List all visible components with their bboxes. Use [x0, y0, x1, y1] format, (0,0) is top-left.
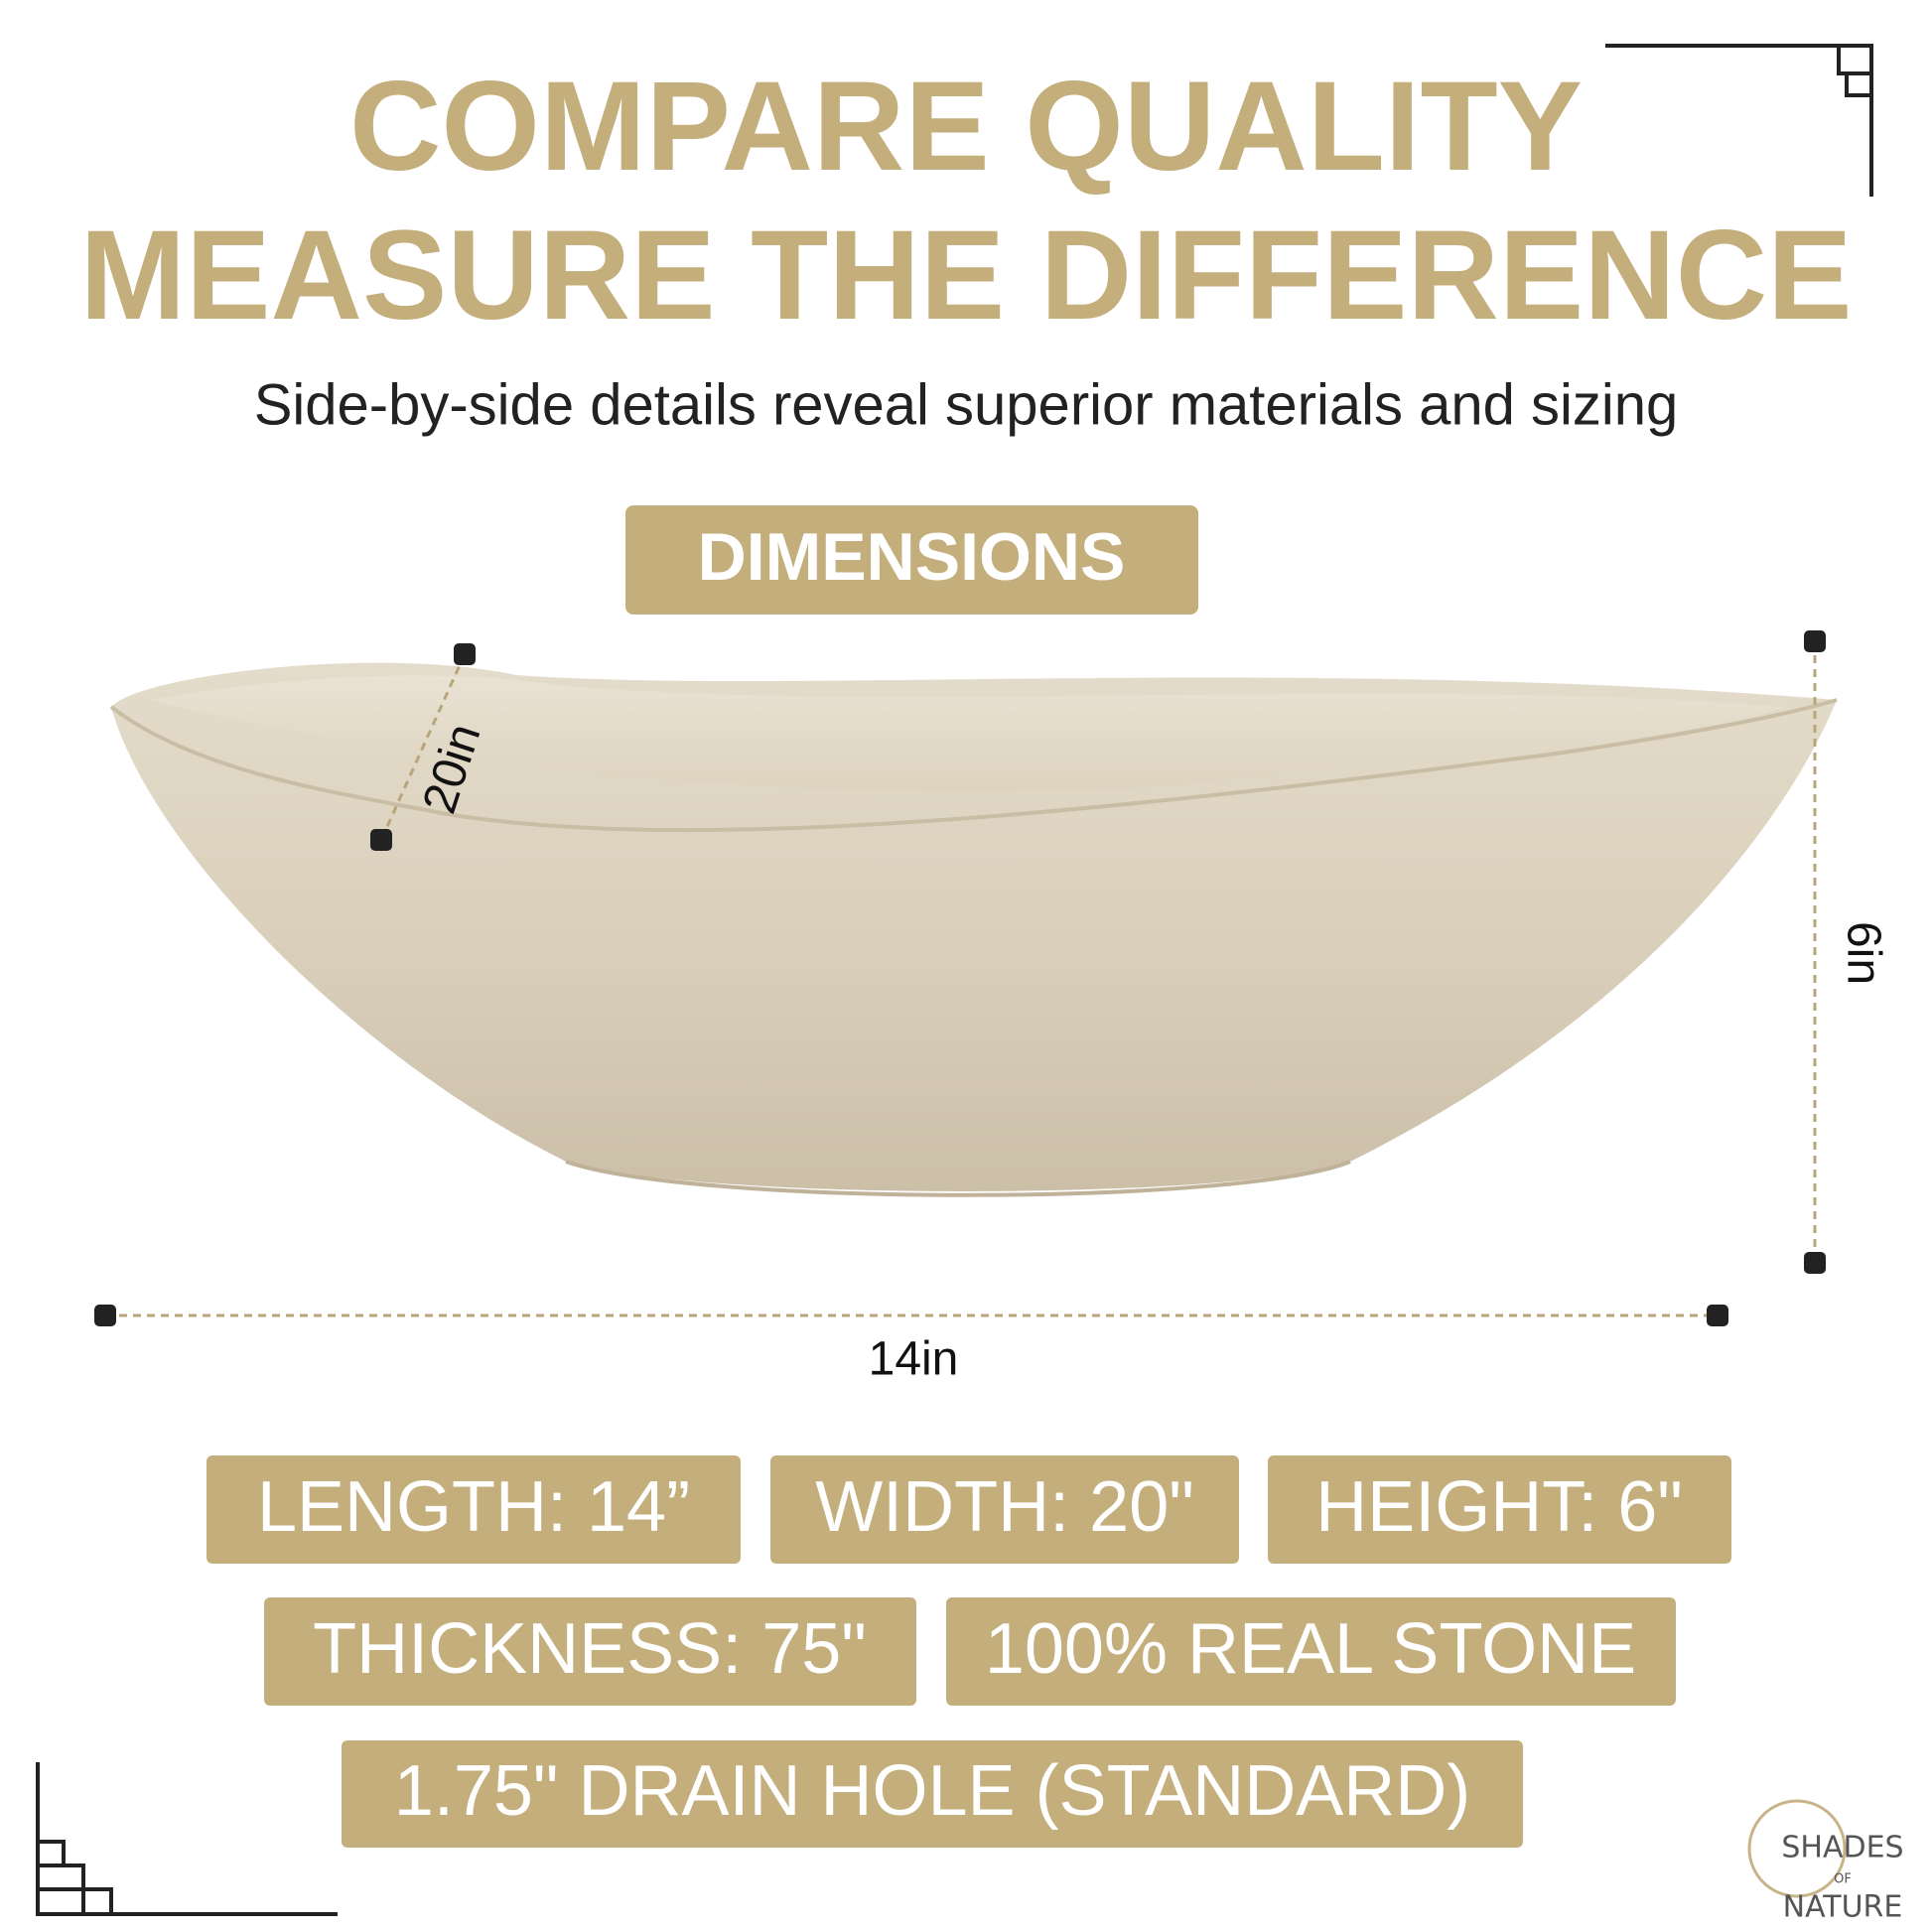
spec: 1.75" DRAIN HOLE (STANDARD) — [394, 1751, 1470, 1831]
dimension-lines — [94, 630, 1826, 1326]
bowl — [109, 662, 1838, 1197]
logo: SHADES OF NATURE — [1747, 1799, 1904, 1925]
spec: THICKNESS: 75" — [313, 1609, 867, 1689]
title-line1: COMPARE QUALITY — [349, 56, 1583, 198]
length-label: 14in — [869, 1333, 959, 1386]
corner-decoration — [36, 44, 1873, 1916]
height-label: 6in — [1837, 921, 1889, 985]
badge-bg — [625, 505, 1198, 615]
subtitle: Side-by-side details reveal superior mat… — [254, 372, 1679, 437]
spec: WIDTH: 20" — [815, 1467, 1194, 1547]
title-line2: MEASURE THE DIFFERENCE — [80, 205, 1853, 346]
badge: DIMENSIONS — [698, 519, 1126, 595]
spec: HEIGHT: 6" — [1315, 1467, 1683, 1547]
logo-text: NATURE — [1783, 1890, 1903, 1925]
spec: LENGTH: 14” — [257, 1467, 690, 1547]
spec: 100% REAL STONE — [985, 1609, 1636, 1689]
logo-text: OF — [1834, 1872, 1852, 1887]
spec-chips — [207, 1455, 1731, 1848]
logo-text: SHADES — [1781, 1831, 1903, 1865]
